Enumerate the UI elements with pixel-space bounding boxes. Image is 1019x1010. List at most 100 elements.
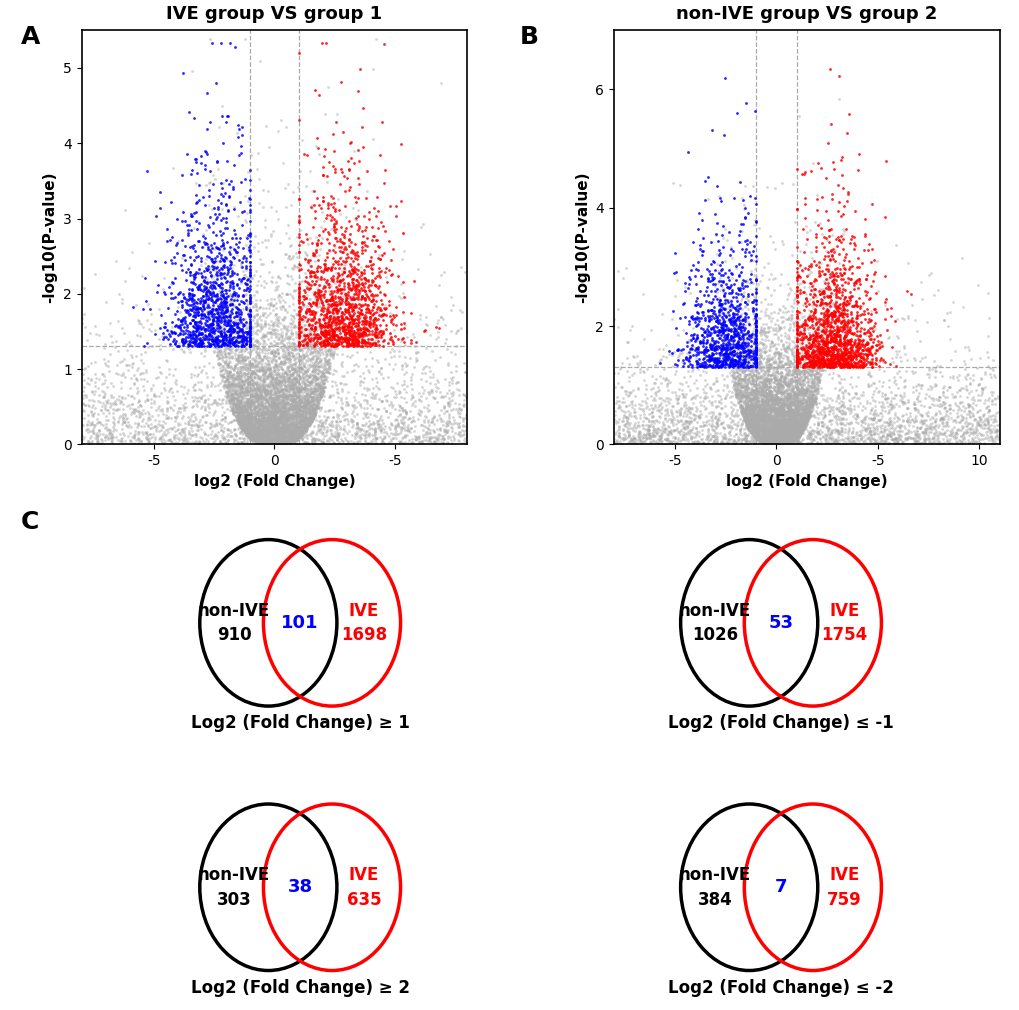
- Point: [776, 425, 793, 441]
- Point: [242, 295, 258, 311]
- Point: [233, 342, 250, 359]
- Point: [795, 407, 811, 423]
- Point: [733, 223, 749, 239]
- Point: [792, 417, 808, 433]
- Point: [281, 416, 298, 432]
- Point: [775, 428, 792, 444]
- Point: [950, 421, 966, 437]
- Point: [280, 342, 297, 359]
- Point: [782, 307, 798, 323]
- Point: [246, 427, 262, 443]
- Point: [258, 424, 274, 440]
- Point: [761, 382, 777, 398]
- Point: [816, 392, 833, 408]
- Point: [828, 350, 845, 367]
- Point: [307, 400, 323, 416]
- Point: [275, 337, 291, 354]
- Point: [795, 359, 811, 375]
- Point: [204, 332, 220, 348]
- Point: [257, 431, 273, 447]
- Point: [810, 354, 826, 370]
- Point: [751, 420, 767, 436]
- Point: [290, 419, 307, 435]
- Point: [762, 434, 779, 450]
- Point: [220, 188, 236, 204]
- Point: [906, 436, 922, 452]
- Point: [742, 331, 758, 347]
- Point: [766, 403, 783, 419]
- Point: [822, 358, 839, 374]
- Point: [784, 413, 800, 429]
- Point: [249, 421, 265, 437]
- Point: [822, 346, 839, 363]
- Point: [285, 335, 302, 351]
- Point: [761, 398, 777, 414]
- Point: [189, 390, 205, 406]
- Point: [743, 425, 759, 441]
- Point: [752, 355, 768, 371]
- Point: [704, 428, 720, 444]
- Point: [394, 224, 411, 240]
- Point: [270, 409, 286, 425]
- Point: [799, 310, 815, 326]
- Point: [102, 346, 118, 363]
- Point: [744, 342, 760, 359]
- Point: [812, 387, 828, 403]
- Point: [785, 391, 801, 407]
- Point: [228, 392, 245, 408]
- Point: [772, 401, 789, 417]
- Point: [285, 408, 302, 424]
- Point: [757, 424, 773, 440]
- Point: [723, 435, 740, 451]
- Point: [228, 364, 245, 380]
- Point: [330, 266, 346, 282]
- Point: [230, 374, 247, 390]
- Point: [306, 403, 322, 419]
- Point: [338, 331, 355, 347]
- Point: [395, 366, 412, 382]
- Point: [446, 345, 463, 362]
- Point: [270, 416, 286, 432]
- Point: [727, 355, 743, 371]
- Point: [770, 423, 787, 439]
- Point: [269, 392, 285, 408]
- Point: [627, 420, 643, 436]
- Point: [296, 429, 312, 445]
- Point: [325, 301, 341, 317]
- Point: [707, 370, 723, 386]
- Point: [142, 426, 158, 442]
- Point: [272, 299, 288, 315]
- Point: [786, 388, 802, 404]
- Point: [788, 358, 804, 374]
- Point: [324, 307, 340, 323]
- Point: [772, 426, 789, 442]
- Point: [756, 412, 772, 428]
- Point: [207, 322, 223, 338]
- Point: [783, 414, 799, 430]
- Point: [100, 363, 116, 379]
- Point: [834, 305, 850, 321]
- Point: [316, 324, 332, 340]
- Point: [329, 289, 345, 305]
- Point: [689, 434, 705, 450]
- Point: [240, 428, 257, 444]
- Point: [244, 385, 260, 401]
- Point: [855, 324, 871, 340]
- Point: [247, 387, 263, 403]
- Point: [776, 413, 793, 429]
- Point: [313, 294, 329, 310]
- Point: [137, 393, 153, 409]
- Point: [815, 332, 832, 348]
- Point: [807, 390, 823, 406]
- Point: [718, 434, 735, 450]
- Point: [238, 326, 255, 342]
- Point: [866, 402, 882, 418]
- Point: [625, 404, 641, 420]
- Point: [857, 340, 873, 357]
- Point: [265, 412, 281, 428]
- Point: [359, 400, 375, 416]
- Point: [177, 415, 194, 431]
- Point: [180, 416, 197, 432]
- Point: [977, 427, 994, 443]
- Point: [234, 294, 251, 310]
